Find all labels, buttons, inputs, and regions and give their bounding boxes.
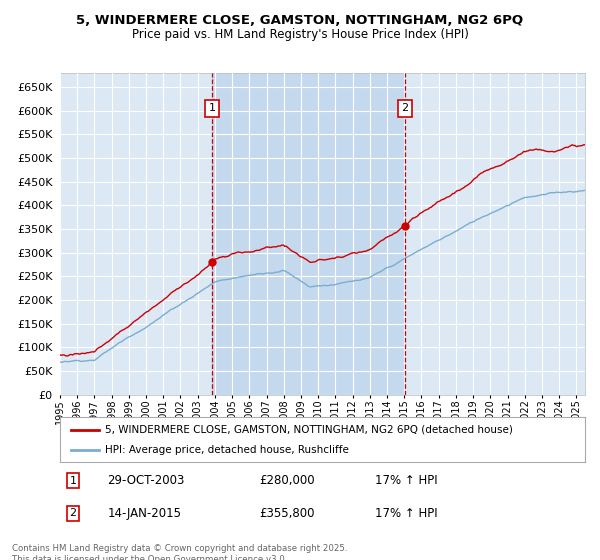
Bar [212, 73, 405, 395]
Text: 5, WINDERMERE CLOSE, GAMSTON, NOTTINGHAM, NG2 6PQ (detached house): 5, WINDERMERE CLOSE, GAMSTON, NOTTINGHAM… [104, 424, 512, 435]
Text: Contains HM Land Registry data © Crown copyright and database right 2025.
This d: Contains HM Land Registry data © Crown c… [12, 544, 347, 560]
Text: 29-OCT-2003: 29-OCT-2003 [107, 474, 185, 487]
Text: HPI: Average price, detached house, Rushcliffe: HPI: Average price, detached house, Rush… [104, 445, 349, 455]
Text: 2: 2 [70, 508, 77, 519]
Text: 1: 1 [208, 103, 215, 113]
Text: 5, WINDERMERE CLOSE, GAMSTON, NOTTINGHAM, NG2 6PQ: 5, WINDERMERE CLOSE, GAMSTON, NOTTINGHAM… [76, 14, 524, 27]
Text: £280,000: £280,000 [260, 474, 315, 487]
Text: 17% ↑ HPI: 17% ↑ HPI [375, 507, 437, 520]
Text: 1: 1 [70, 475, 77, 486]
Text: 14-JAN-2015: 14-JAN-2015 [107, 507, 181, 520]
Text: £355,800: £355,800 [260, 507, 315, 520]
Text: 17% ↑ HPI: 17% ↑ HPI [375, 474, 437, 487]
Text: 2: 2 [401, 103, 409, 113]
Text: Price paid vs. HM Land Registry's House Price Index (HPI): Price paid vs. HM Land Registry's House … [131, 28, 469, 41]
